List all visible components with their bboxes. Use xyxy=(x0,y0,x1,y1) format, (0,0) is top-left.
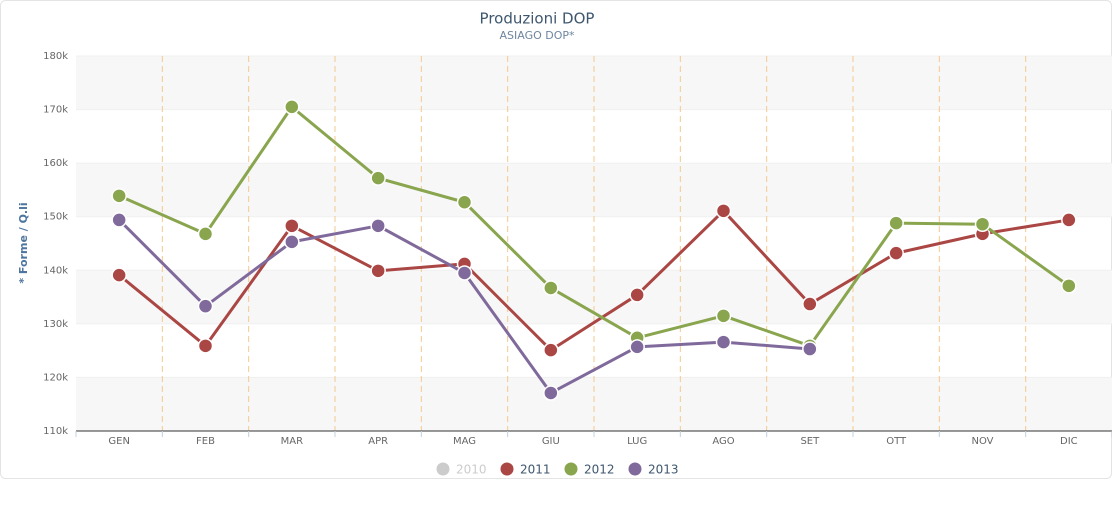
legend-label: 2010 xyxy=(456,463,487,477)
series-line xyxy=(118,105,1070,348)
point xyxy=(370,263,386,279)
legend-marker xyxy=(627,461,643,477)
x-tick-label: MAG xyxy=(453,436,476,447)
point xyxy=(1061,212,1077,228)
point xyxy=(456,194,473,210)
x-tick-label: FEB xyxy=(196,436,215,447)
legend-marker xyxy=(435,461,451,477)
point xyxy=(629,339,645,355)
point xyxy=(456,265,473,281)
point xyxy=(111,188,127,204)
legend-label: 2013 xyxy=(648,463,679,477)
point xyxy=(888,245,904,261)
legend-label: 2012 xyxy=(584,463,615,477)
y-tick-label: 180k xyxy=(43,51,68,62)
legend-item[interactable]: 2011 xyxy=(499,461,551,477)
point xyxy=(111,267,127,283)
point xyxy=(284,218,300,234)
y-tick-label: 120k xyxy=(43,372,68,383)
y-tick-label: 170k xyxy=(43,105,68,116)
y-tick-label: 130k xyxy=(43,319,68,330)
point xyxy=(715,203,732,219)
legend-item[interactable]: 2010 xyxy=(435,461,487,477)
plot-band xyxy=(76,377,1112,431)
legend-marker xyxy=(563,461,579,477)
point xyxy=(974,216,991,232)
point xyxy=(284,234,300,250)
point xyxy=(197,298,214,314)
x-tick-label: LUG xyxy=(627,436,647,447)
y-tick-label: 160k xyxy=(43,158,68,169)
x-tick-label: SET xyxy=(800,436,820,447)
chart-subtitle: ASIAGO DOP* xyxy=(499,29,575,42)
point xyxy=(802,341,818,357)
x-tick-label: AGO xyxy=(712,436,734,447)
point xyxy=(715,308,732,324)
point xyxy=(197,338,214,354)
point xyxy=(111,212,127,228)
x-tick-label: NOV xyxy=(971,436,993,447)
point xyxy=(543,280,559,296)
y-tick-label: 110k xyxy=(43,426,68,437)
point xyxy=(888,215,904,231)
point xyxy=(543,385,559,401)
point xyxy=(197,226,214,242)
legend-label: 2011 xyxy=(520,463,551,477)
x-tick-label: GIU xyxy=(542,436,560,447)
point xyxy=(543,342,559,358)
x-tick-label: APR xyxy=(368,436,388,447)
point xyxy=(802,296,818,312)
point xyxy=(370,218,386,234)
point xyxy=(1061,278,1077,294)
legend-item[interactable]: 2012 xyxy=(563,461,615,477)
y-tick-label: 150k xyxy=(43,212,68,223)
x-tick-label: MAR xyxy=(281,436,303,447)
series-line xyxy=(118,209,1070,352)
x-tick-label: DIC xyxy=(1060,436,1078,447)
legend-item[interactable]: 2013 xyxy=(627,461,679,477)
y-tick-label: 140k xyxy=(43,265,68,276)
legend-marker xyxy=(499,461,515,477)
point xyxy=(629,287,645,303)
y-axis-title: * Forme / Q.li xyxy=(17,202,30,283)
x-tick-label: GEN xyxy=(108,436,130,447)
x-tick-label: OTT xyxy=(886,436,907,447)
point xyxy=(715,334,732,350)
point xyxy=(284,99,300,115)
point xyxy=(370,170,386,186)
chart-title: Produzioni DOP xyxy=(480,10,595,28)
